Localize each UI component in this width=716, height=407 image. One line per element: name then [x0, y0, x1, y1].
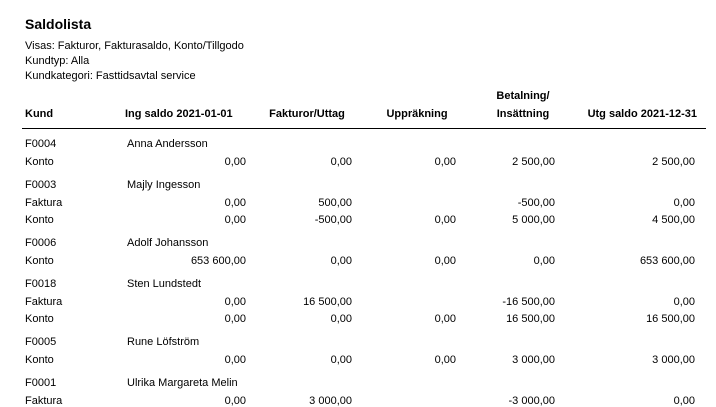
- filter-customer-category: Kundkategori: Fasttidsavtal service: [25, 70, 196, 82]
- column-header-upprakning: Uppräkning: [386, 108, 448, 120]
- utg-saldo-value: 653 600,00: [639, 255, 695, 267]
- header-divider: [22, 128, 706, 129]
- customer-id: F0004: [25, 138, 57, 150]
- column-header-insattning: Insättning: [496, 108, 550, 120]
- ing-saldo-value: 653 600,00: [190, 255, 246, 267]
- column-header-kund: Kund: [25, 108, 54, 120]
- betalning-value: -500,00: [517, 197, 555, 209]
- customer-id: F0006: [25, 237, 57, 249]
- fakturor-value: 3 000,00: [309, 395, 352, 407]
- utg-saldo-value: 3 000,00: [652, 354, 695, 366]
- ing-saldo-value: 0,00: [224, 214, 246, 226]
- betalning-value: 0,00: [533, 255, 555, 267]
- ing-saldo-value: 0,00: [224, 156, 246, 168]
- fakturor-value: -500,00: [314, 214, 352, 226]
- utg-saldo-value: 0,00: [673, 197, 695, 209]
- ing-saldo-value: 0,00: [224, 313, 246, 325]
- betalning-value: -16 500,00: [502, 296, 555, 308]
- row-type-label: Faktura: [25, 296, 63, 308]
- column-header-utg-saldo: Utg saldo 2021-12-31: [587, 108, 697, 120]
- betalning-value: 5 000,00: [512, 214, 555, 226]
- upprakning-value: 0,00: [434, 156, 456, 168]
- fakturor-value: 0,00: [330, 354, 352, 366]
- fakturor-value: 0,00: [330, 255, 352, 267]
- customer-name: Sten Lundstedt: [127, 278, 202, 290]
- utg-saldo-value: 0,00: [673, 395, 695, 407]
- column-header-betalning: Betalning/: [496, 90, 550, 102]
- customer-name: Anna Andersson: [127, 138, 208, 150]
- customer-id: F0001: [25, 377, 57, 389]
- row-type-label: Faktura: [25, 395, 63, 407]
- betalning-value: -3 000,00: [508, 395, 555, 407]
- column-header-fakturor: Fakturor/Uttag: [269, 108, 345, 120]
- upprakning-value: 0,00: [434, 255, 456, 267]
- ing-saldo-value: 0,00: [224, 395, 246, 407]
- row-type-label: Faktura: [25, 197, 63, 209]
- report-title: Saldolista: [25, 16, 92, 32]
- utg-saldo-value: 16 500,00: [646, 313, 695, 325]
- utg-saldo-value: 4 500,00: [652, 214, 695, 226]
- column-header-ing-saldo: Ing saldo 2021-01-01: [125, 108, 233, 120]
- ing-saldo-value: 0,00: [224, 354, 246, 366]
- betalning-value: 16 500,00: [506, 313, 555, 325]
- utg-saldo-value: 2 500,00: [652, 156, 695, 168]
- utg-saldo-value: 0,00: [673, 296, 695, 308]
- fakturor-value: 500,00: [318, 197, 352, 209]
- betalning-value: 2 500,00: [512, 156, 555, 168]
- customer-id: F0018: [25, 278, 57, 290]
- customer-name: Rune Löfström: [127, 336, 200, 348]
- customer-id: F0003: [25, 179, 57, 191]
- customer-name: Majly Ingesson: [127, 179, 201, 191]
- row-type-label: Konto: [25, 255, 54, 267]
- ing-saldo-value: 0,00: [224, 296, 246, 308]
- customer-name: Ulrika Margareta Melin: [127, 377, 238, 389]
- fakturor-value: 0,00: [330, 156, 352, 168]
- filter-customer-type: Kundtyp: Alla: [25, 55, 90, 67]
- fakturor-value: 0,00: [330, 313, 352, 325]
- row-type-label: Konto: [25, 354, 54, 366]
- row-type-label: Konto: [25, 214, 54, 226]
- row-type-label: Konto: [25, 313, 54, 325]
- row-type-label: Konto: [25, 156, 54, 168]
- fakturor-value: 16 500,00: [303, 296, 352, 308]
- upprakning-value: 0,00: [434, 313, 456, 325]
- ing-saldo-value: 0,00: [224, 197, 246, 209]
- customer-name: Adolf Johansson: [127, 237, 209, 249]
- customer-id: F0005: [25, 336, 57, 348]
- upprakning-value: 0,00: [434, 354, 456, 366]
- betalning-value: 3 000,00: [512, 354, 555, 366]
- filter-shown: Visas: Fakturor, Fakturasaldo, Konto/Til…: [25, 40, 244, 52]
- upprakning-value: 0,00: [434, 214, 456, 226]
